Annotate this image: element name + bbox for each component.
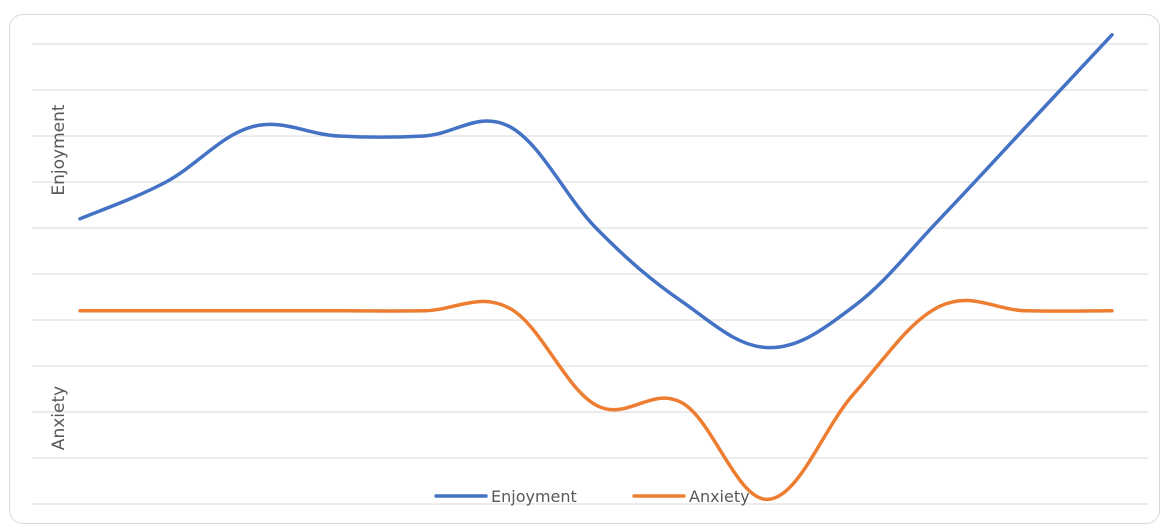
line-chart: Enjoyment Anxiety Enjoyment Anxiety xyxy=(32,33,1148,506)
series-lines xyxy=(78,33,1114,502)
gridlines xyxy=(32,43,1148,505)
legend-label-anxiety: Anxiety xyxy=(689,487,750,506)
legend: Enjoyment Anxiety xyxy=(434,487,750,506)
chart-frame: Enjoyment Anxiety Enjoyment Anxiety xyxy=(9,14,1160,524)
series-line-anxiety xyxy=(78,298,1114,502)
legend-label-enjoyment: Enjoyment xyxy=(491,487,577,506)
series-line-enjoyment xyxy=(78,33,1114,350)
y-axis-label-anxiety: Anxiety xyxy=(49,386,69,450)
y-axis-label-enjoyment: Enjoyment xyxy=(49,104,69,195)
